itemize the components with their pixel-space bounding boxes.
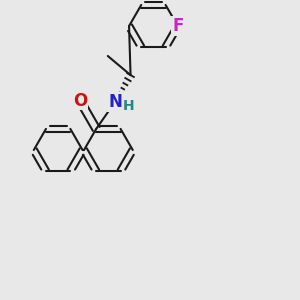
- Text: H: H: [122, 99, 134, 113]
- Text: F: F: [172, 17, 184, 35]
- Text: O: O: [73, 92, 87, 110]
- Text: N: N: [108, 93, 122, 111]
